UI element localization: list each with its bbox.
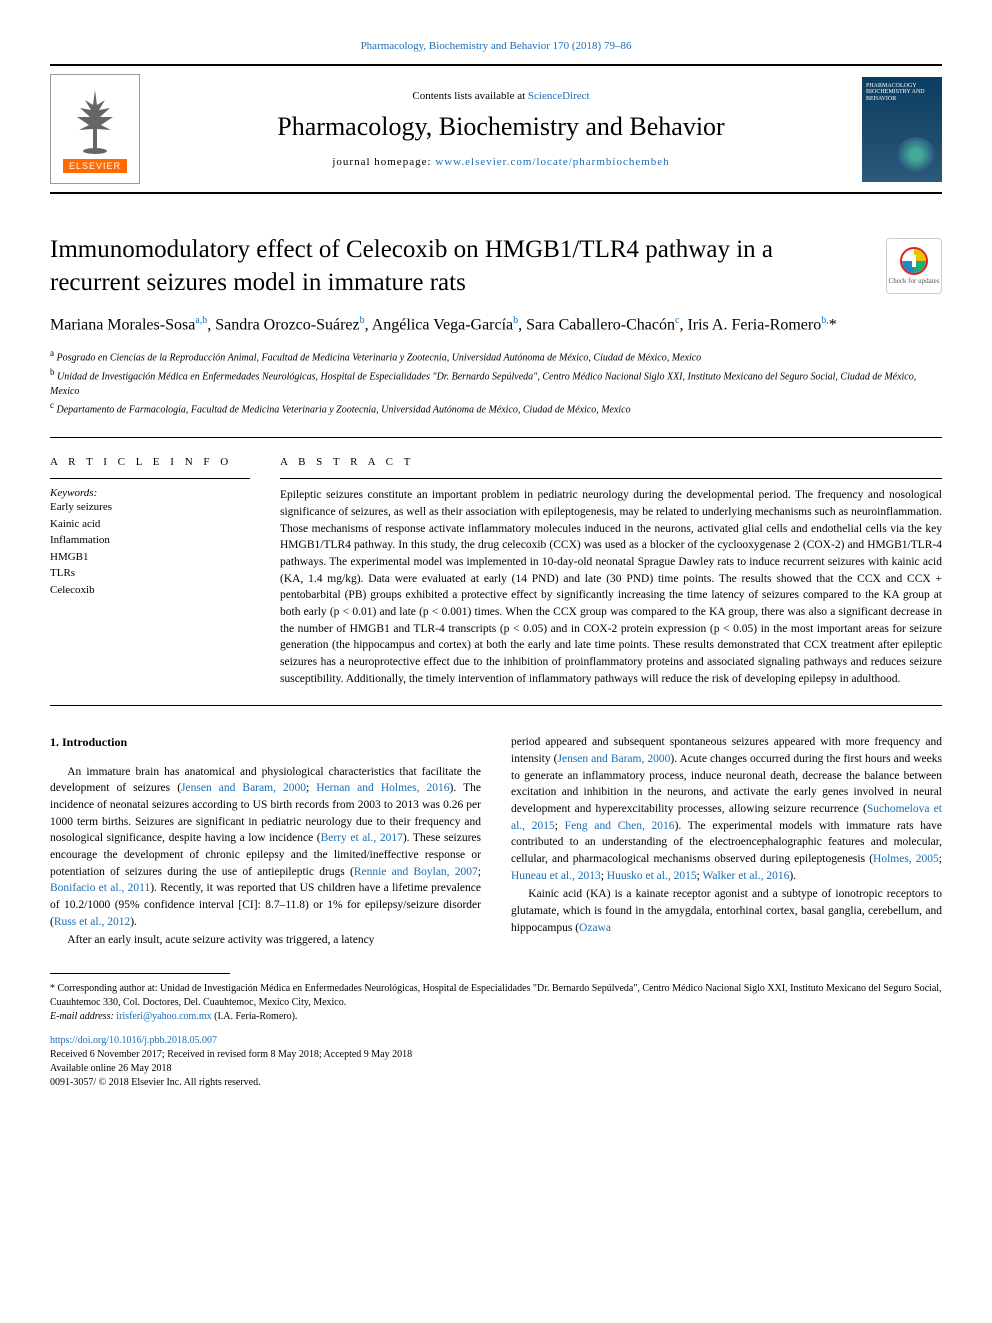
citation-link[interactable]: Walker et al., 2016 (702, 870, 789, 882)
history-text: Received 6 November 2017; Received in re… (50, 1049, 412, 1060)
article-info-heading: A R T I C L E I N F O (50, 456, 250, 468)
keyword: TLRs (50, 565, 250, 582)
citation-link[interactable]: Feng and Chen, 2016 (565, 820, 675, 832)
citation-link[interactable]: Rennie and Boylan, 2007 (354, 866, 478, 878)
abstract-heading: A B S T R A C T (280, 456, 942, 468)
journal-title: Pharmacology, Biochemistry and Behavior (154, 112, 848, 142)
citation-link[interactable]: Huusko et al., 2015 (607, 870, 697, 882)
abstract-text: Epileptic seizures constitute an importa… (280, 487, 942, 687)
elsevier-tree-icon (65, 85, 125, 155)
running-head: Pharmacology, Biochemistry and Behavior … (50, 40, 942, 52)
email-note: E-mail address: irisferi@yahoo.com.mx (I… (50, 1010, 942, 1024)
citation-link[interactable]: Berry et al., 2017 (321, 832, 403, 844)
sciencedirect-link[interactable]: ScienceDirect (528, 90, 590, 102)
citation-link[interactable]: Bonifacio et al., 2011 (50, 882, 150, 894)
doi-link[interactable]: https://doi.org/10.1016/j.pbb.2018.05.00… (50, 1035, 217, 1046)
keywords-list: Early seizures Kainic acid Inflammation … (50, 499, 250, 598)
affiliation-c: c Departamento de Farmacología, Facultad… (50, 399, 942, 417)
journal-cover-thumbnail: PHARMACOLOGY BIOCHEMISTRY AND BEHAVIOR (862, 77, 942, 182)
paragraph: An immature brain has anatomical and phy… (50, 764, 481, 931)
elsevier-logo: ELSEVIER (50, 74, 140, 184)
check-updates-label: Check for updates (889, 277, 940, 285)
citation-link[interactable]: Holmes, 2005 (873, 853, 939, 865)
citation-link[interactable]: Hernan and Holmes, 2016 (316, 782, 449, 794)
author-list: Mariana Morales-Sosaa,b, Sandra Orozco-S… (50, 313, 942, 337)
paragraph: period appeared and subsequent spontaneo… (511, 734, 942, 884)
contents-line: Contents lists available at ScienceDirec… (154, 90, 848, 102)
keyword: HMGB1 (50, 549, 250, 566)
cover-title-text: PHARMACOLOGY BIOCHEMISTRY AND BEHAVIOR (866, 83, 942, 103)
keyword: Kainic acid (50, 516, 250, 533)
citation-link[interactable]: Jensen and Baram, 2000 (181, 782, 306, 794)
affiliation-b: b Unidad de Investigación Médica en Enfe… (50, 366, 942, 399)
keyword: Celecoxib (50, 582, 250, 599)
crossmark-icon (900, 247, 928, 275)
footnote-divider (50, 973, 230, 974)
corresponding-author-note: * Corresponding author at: Unidad de Inv… (50, 982, 942, 1010)
cover-image-icon (896, 137, 936, 172)
journal-banner: ELSEVIER Contents lists available at Sci… (50, 64, 942, 194)
available-online-text: Available online 26 May 2018 (50, 1063, 171, 1074)
paragraph: After an early insult, acute seizure act… (50, 932, 481, 949)
check-updates-button[interactable]: Check for updates (886, 238, 942, 294)
article-metadata: https://doi.org/10.1016/j.pbb.2018.05.00… (50, 1034, 942, 1090)
elsevier-brand-text: ELSEVIER (63, 159, 127, 173)
divider (50, 437, 942, 438)
copyright-text: 0091-3057/ © 2018 Elsevier Inc. All righ… (50, 1077, 261, 1088)
affiliation-a: a Posgrado en Ciencias de la Reproducció… (50, 347, 942, 365)
keyword: Inflammation (50, 532, 250, 549)
section-heading: 1. Introduction (50, 734, 481, 751)
citation-link[interactable]: Pharmacology, Biochemistry and Behavior … (361, 40, 632, 52)
info-divider (50, 478, 250, 479)
paragraph: Kainic acid (KA) is a kainate receptor a… (511, 886, 942, 936)
citation-link[interactable]: Huneau et al., 2013 (511, 870, 601, 882)
homepage-line: journal homepage: www.elsevier.com/locat… (154, 156, 848, 168)
keyword: Early seizures (50, 499, 250, 516)
body-text: 1. Introduction An immature brain has an… (50, 734, 942, 949)
affiliations: a Posgrado en Ciencias de la Reproducció… (50, 347, 942, 417)
citation-link[interactable]: Ozawa (579, 922, 611, 934)
divider (50, 705, 942, 706)
citation-link[interactable]: Russ et al., 2012 (54, 916, 130, 928)
abstract-divider (280, 478, 942, 479)
homepage-link[interactable]: www.elsevier.com/locate/pharmbiochembeh (435, 156, 669, 168)
keywords-label: Keywords: (50, 487, 250, 499)
email-link[interactable]: irisferi@yahoo.com.mx (116, 1011, 211, 1022)
article-title: Immunomodulatory effect of Celecoxib on … (50, 234, 942, 299)
citation-link[interactable]: Jensen and Baram, 2000 (557, 753, 670, 765)
